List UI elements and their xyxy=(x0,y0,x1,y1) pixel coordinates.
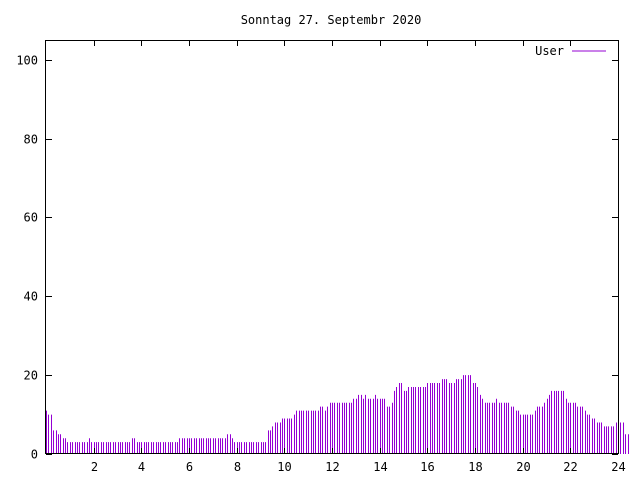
x-tick-label: 20 xyxy=(516,460,530,474)
x-tick-label: 10 xyxy=(277,460,291,474)
bar-series-user xyxy=(46,375,629,454)
y-tick-label: 0 xyxy=(31,448,38,462)
x-tick-label: 4 xyxy=(138,460,145,474)
x-tick-label: 16 xyxy=(420,460,434,474)
legend-label-user: User xyxy=(535,44,564,58)
x-tick-label: 2 xyxy=(91,460,98,474)
chart-title: Sonntag 27. Septembr 2020 xyxy=(241,13,422,27)
x-tick-label: 18 xyxy=(468,460,482,474)
y-tick-label: 40 xyxy=(24,290,38,304)
x-tick-label: 6 xyxy=(186,460,193,474)
y-tick-label: 80 xyxy=(24,133,38,147)
y-tick-label: 100 xyxy=(16,54,38,68)
x-tick-label: 14 xyxy=(373,460,387,474)
plot-frame xyxy=(45,40,619,454)
x-tick-label: 24 xyxy=(611,460,625,474)
x-tick-label: 22 xyxy=(563,460,577,474)
x-tick-label: 12 xyxy=(325,460,339,474)
y-tick-label: 60 xyxy=(24,211,38,225)
y-tick-label: 20 xyxy=(24,369,38,383)
legend: User xyxy=(535,44,606,58)
x-tick-label: 8 xyxy=(234,460,241,474)
